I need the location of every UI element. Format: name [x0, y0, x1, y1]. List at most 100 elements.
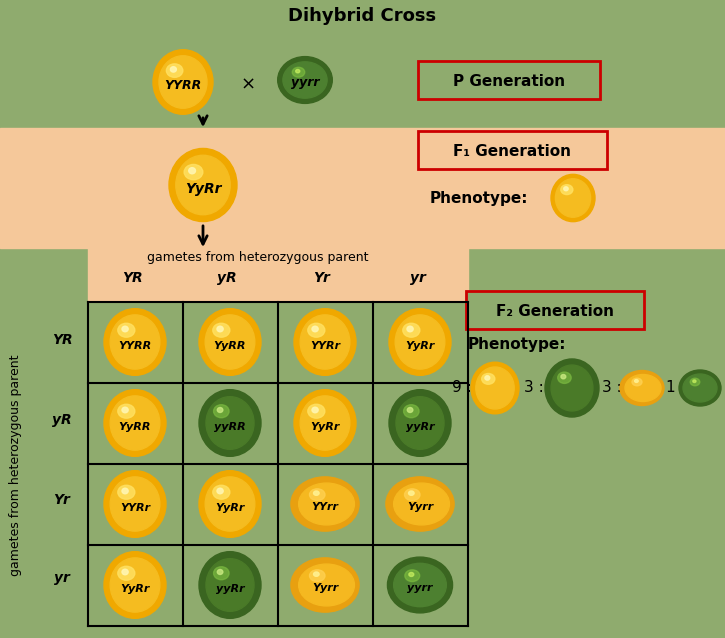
Text: YR: YR	[122, 271, 142, 285]
Ellipse shape	[313, 572, 319, 576]
Text: F₂ Generation: F₂ Generation	[496, 304, 614, 318]
Ellipse shape	[431, 493, 443, 503]
Ellipse shape	[313, 72, 323, 80]
Ellipse shape	[294, 390, 356, 456]
Text: yyrr: yyrr	[407, 583, 433, 593]
FancyBboxPatch shape	[466, 291, 644, 329]
Text: 3 :: 3 :	[524, 380, 544, 396]
Text: yyRr: yyRr	[406, 422, 434, 432]
Ellipse shape	[701, 375, 709, 382]
Ellipse shape	[306, 63, 317, 71]
Ellipse shape	[481, 373, 495, 384]
Ellipse shape	[302, 583, 314, 593]
Ellipse shape	[421, 564, 434, 575]
Ellipse shape	[395, 315, 445, 369]
Ellipse shape	[110, 315, 160, 369]
Ellipse shape	[545, 359, 599, 417]
Ellipse shape	[688, 375, 697, 383]
Ellipse shape	[634, 380, 638, 382]
Ellipse shape	[205, 477, 254, 531]
Ellipse shape	[312, 326, 318, 332]
Ellipse shape	[561, 375, 566, 379]
FancyBboxPatch shape	[418, 61, 600, 99]
Ellipse shape	[403, 323, 420, 338]
Text: ×: ×	[241, 76, 255, 94]
Text: 1: 1	[665, 380, 675, 396]
Ellipse shape	[294, 309, 356, 375]
Ellipse shape	[683, 374, 717, 402]
Ellipse shape	[217, 326, 223, 332]
Ellipse shape	[104, 390, 166, 456]
Ellipse shape	[300, 315, 349, 369]
Text: YYRr: YYRr	[120, 503, 150, 513]
Ellipse shape	[404, 404, 419, 418]
Ellipse shape	[402, 565, 417, 577]
Ellipse shape	[117, 404, 135, 418]
Text: YyRR: YyRR	[214, 341, 247, 351]
Ellipse shape	[408, 491, 414, 495]
Ellipse shape	[122, 569, 128, 575]
Ellipse shape	[485, 376, 489, 380]
Text: gametes from heterozygous parent: gametes from heterozygous parent	[147, 251, 369, 265]
Ellipse shape	[389, 309, 451, 375]
Ellipse shape	[642, 373, 650, 381]
Text: YR: YR	[51, 333, 72, 347]
Ellipse shape	[400, 482, 415, 494]
Text: yyrr: yyrr	[291, 76, 319, 89]
Ellipse shape	[625, 375, 661, 401]
Text: Yr: Yr	[54, 493, 70, 507]
Ellipse shape	[199, 390, 261, 456]
Ellipse shape	[299, 564, 355, 606]
Text: 3 :: 3 :	[602, 380, 622, 396]
Text: Yyrr: Yyrr	[407, 502, 433, 512]
Ellipse shape	[304, 482, 320, 494]
Ellipse shape	[166, 64, 183, 77]
Ellipse shape	[649, 381, 657, 387]
Ellipse shape	[476, 367, 514, 409]
Text: Yyrr: Yyrr	[312, 583, 338, 593]
Ellipse shape	[686, 388, 694, 394]
Ellipse shape	[336, 574, 348, 584]
Text: YYrr: YYrr	[312, 502, 339, 512]
Ellipse shape	[213, 323, 230, 338]
Ellipse shape	[690, 378, 700, 386]
Ellipse shape	[706, 382, 713, 388]
Ellipse shape	[199, 309, 261, 375]
Text: YYRR: YYRR	[118, 341, 152, 351]
Text: yyRr: yyRr	[215, 584, 244, 594]
Ellipse shape	[394, 563, 447, 607]
FancyBboxPatch shape	[418, 131, 607, 169]
Ellipse shape	[170, 67, 176, 72]
Text: Yr: Yr	[313, 271, 331, 285]
Ellipse shape	[308, 404, 325, 418]
Text: Phenotype:: Phenotype:	[430, 191, 529, 205]
Ellipse shape	[188, 168, 196, 174]
Text: yR: yR	[52, 413, 72, 427]
Text: F₁ Generation: F₁ Generation	[453, 144, 571, 160]
Ellipse shape	[627, 387, 635, 393]
Ellipse shape	[153, 50, 213, 114]
Ellipse shape	[561, 184, 573, 195]
Text: YyRr: YyRr	[185, 182, 221, 196]
Bar	[88, 303, 468, 628]
Ellipse shape	[218, 408, 223, 412]
Ellipse shape	[296, 70, 300, 73]
Ellipse shape	[205, 315, 254, 369]
Ellipse shape	[159, 56, 207, 108]
Ellipse shape	[214, 567, 229, 580]
Ellipse shape	[214, 404, 229, 418]
Ellipse shape	[430, 575, 441, 585]
Ellipse shape	[396, 397, 444, 449]
Ellipse shape	[175, 155, 231, 215]
Bar	[0, 0, 725, 28]
Ellipse shape	[419, 481, 433, 493]
Text: Dihybrid Cross: Dihybrid Cross	[288, 7, 436, 25]
Ellipse shape	[302, 502, 314, 512]
Ellipse shape	[387, 557, 452, 613]
Ellipse shape	[110, 396, 160, 450]
Ellipse shape	[104, 309, 166, 375]
Ellipse shape	[287, 80, 297, 88]
Ellipse shape	[122, 488, 128, 494]
Ellipse shape	[117, 567, 135, 580]
Ellipse shape	[679, 370, 721, 406]
